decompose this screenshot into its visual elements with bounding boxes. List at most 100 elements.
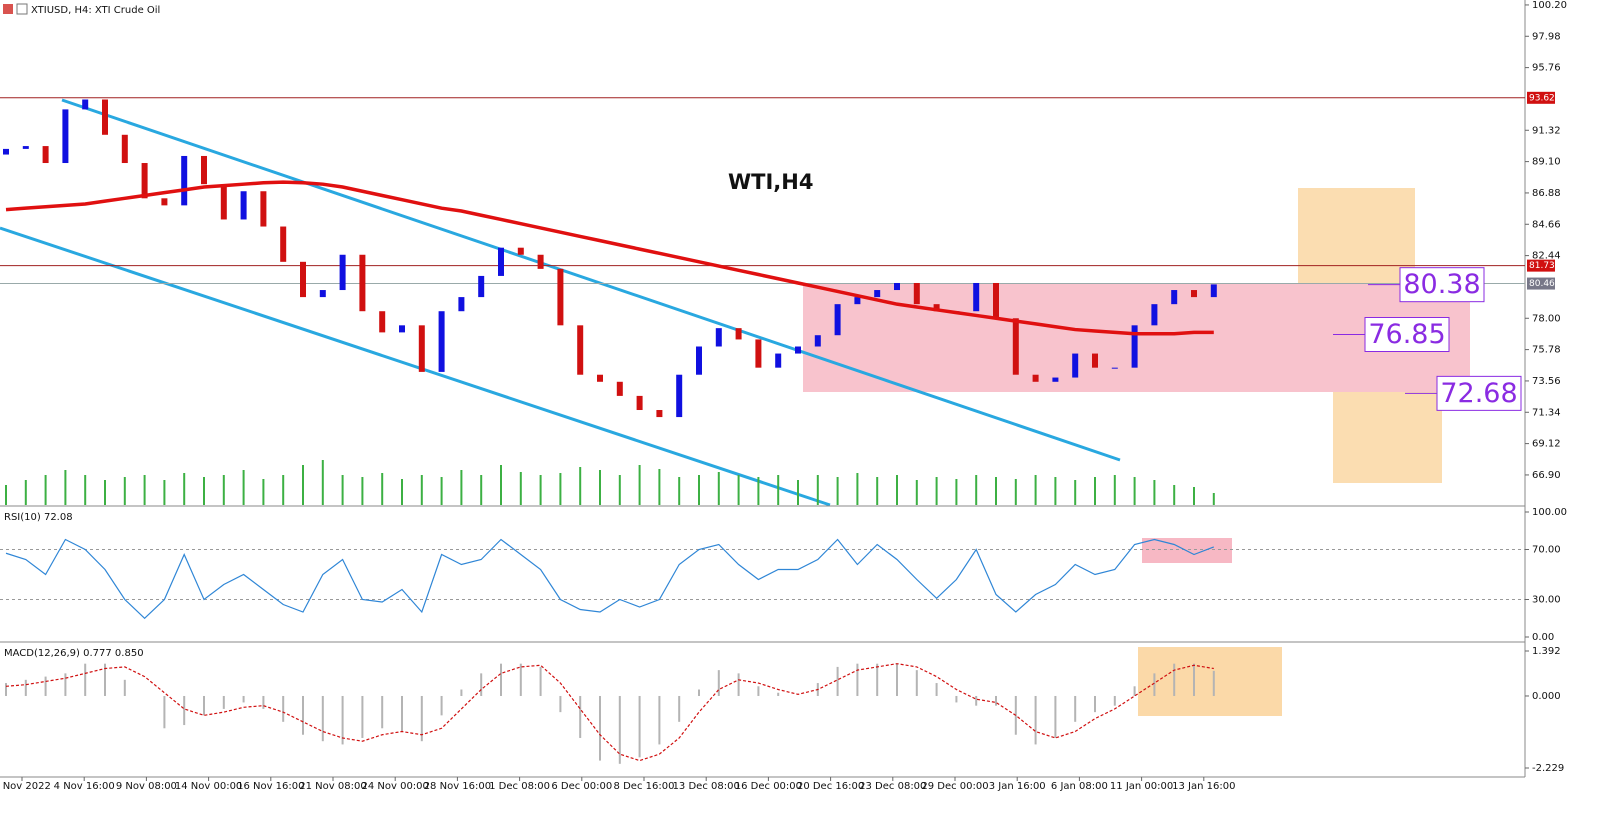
- y-tick-label: 82.44: [1532, 251, 1561, 262]
- candle-body: [220, 184, 227, 220]
- candle-body: [517, 247, 524, 255]
- y-tick-label: 95.76: [1532, 63, 1561, 74]
- candle-body: [854, 297, 861, 305]
- y-tick-label: 1.392: [1532, 646, 1561, 657]
- x-tick-label: 13 Dec 08:00: [673, 781, 740, 792]
- y-tick-label: 97.98: [1532, 31, 1561, 42]
- volume-bar: [321, 460, 324, 505]
- moving-average: [5, 180, 1214, 336]
- volume-bar: [995, 477, 997, 505]
- volume-bar: [579, 467, 582, 505]
- candle-body: [418, 325, 425, 372]
- volume-bar: [361, 477, 364, 505]
- macd-bar: [1074, 695, 1077, 722]
- candle-body: [82, 99, 89, 110]
- volume-bar: [1014, 479, 1017, 505]
- macd-bar: [876, 663, 879, 696]
- macd-bar: [1133, 686, 1136, 696]
- y-tick-label: 69.12: [1532, 439, 1561, 450]
- stop-zone: [1333, 392, 1442, 483]
- volume-bar: [559, 473, 562, 505]
- candle-body: [181, 155, 188, 206]
- macd-bar: [84, 663, 87, 696]
- volume-bar: [64, 470, 67, 505]
- candle-body: [121, 134, 128, 164]
- macd-bar: [1094, 695, 1096, 713]
- volume-bar: [698, 475, 700, 505]
- x-tick-label: 6 Jan 08:00: [1051, 781, 1108, 792]
- macd-bar: [500, 663, 502, 696]
- candle-body: [141, 163, 148, 199]
- macd-bar: [955, 695, 958, 703]
- candle-body: [399, 325, 405, 333]
- volume-bar: [975, 475, 978, 505]
- candle-body: [1210, 284, 1217, 298]
- volume-bar: [797, 480, 799, 505]
- macd-bar: [341, 695, 344, 745]
- macd-bar: [302, 695, 304, 735]
- volume-bar: [222, 475, 225, 505]
- volume-bar: [638, 465, 641, 505]
- y-tick-label: 75.78: [1532, 345, 1561, 356]
- rsi-line: [5, 538, 1215, 620]
- candle-body: [616, 381, 623, 396]
- y-tick-label: 86.88: [1532, 188, 1561, 199]
- candle-body: [1092, 353, 1098, 368]
- macd-bar: [638, 695, 641, 758]
- level-label: 80.38: [1403, 269, 1480, 300]
- volume-bar: [1094, 477, 1096, 505]
- y-tick-label: 100.00: [1532, 507, 1567, 518]
- volume-bar: [203, 477, 205, 505]
- macd-bar: [480, 673, 483, 696]
- x-tick-label: 21 Nov 08:00: [299, 781, 366, 792]
- macd-bar: [777, 692, 780, 696]
- volume-bar: [440, 477, 443, 505]
- macd-bar: [1212, 670, 1215, 696]
- volume-bar: [480, 475, 483, 505]
- macd-bar: [539, 666, 542, 696]
- x-tick-label: 14 Nov 00:00: [175, 781, 242, 792]
- channel-lower: [0, 226, 831, 507]
- candle-body: [1151, 304, 1158, 326]
- price-tag: [1527, 259, 1555, 272]
- y-tick-label: 71.34: [1532, 407, 1561, 418]
- macd-bar: [460, 689, 463, 696]
- macd-bar: [401, 695, 403, 732]
- volume-bar: [44, 475, 47, 505]
- macd-bar: [737, 673, 740, 696]
- volume-bar: [836, 477, 839, 505]
- macd-bar: [1173, 663, 1176, 696]
- macd-bar: [5, 683, 7, 696]
- candle-body: [319, 290, 326, 298]
- volume-bar: [618, 475, 621, 505]
- candle-body: [814, 335, 821, 347]
- candle-body: [1131, 325, 1138, 368]
- x-tick-label: 16 Dec 00:00: [735, 781, 802, 792]
- volume-bar: [123, 477, 126, 505]
- x-tick-label: 16 Nov 16:00: [237, 781, 304, 792]
- macd-bar: [678, 695, 681, 722]
- candle-body: [201, 155, 207, 185]
- volume-bar: [460, 470, 463, 505]
- candle-body: [993, 282, 999, 319]
- volume-bar: [816, 475, 819, 505]
- volume-bar: [143, 475, 146, 505]
- x-tick-label: 3 Jan 16:00: [989, 781, 1046, 792]
- candle-body: [62, 109, 69, 164]
- macd-bar: [24, 679, 27, 696]
- volume-bar: [500, 465, 502, 505]
- panel-title: RSI(10) 72.08: [4, 512, 73, 523]
- y-tick-label: 70.00: [1532, 545, 1561, 556]
- candle-body: [498, 247, 504, 276]
- price-tag-label: 81.73: [1529, 261, 1555, 271]
- candle-body: [1032, 374, 1039, 382]
- macd-bar: [1153, 673, 1156, 696]
- candle-body: [537, 254, 544, 269]
- volume-bar: [599, 470, 601, 505]
- volume-bar: [1074, 480, 1077, 505]
- volume-bar: [1034, 475, 1037, 505]
- icon: [16, 3, 28, 15]
- candle-body: [1171, 290, 1178, 305]
- candle-body: [735, 328, 742, 340]
- macd-bar: [896, 663, 898, 696]
